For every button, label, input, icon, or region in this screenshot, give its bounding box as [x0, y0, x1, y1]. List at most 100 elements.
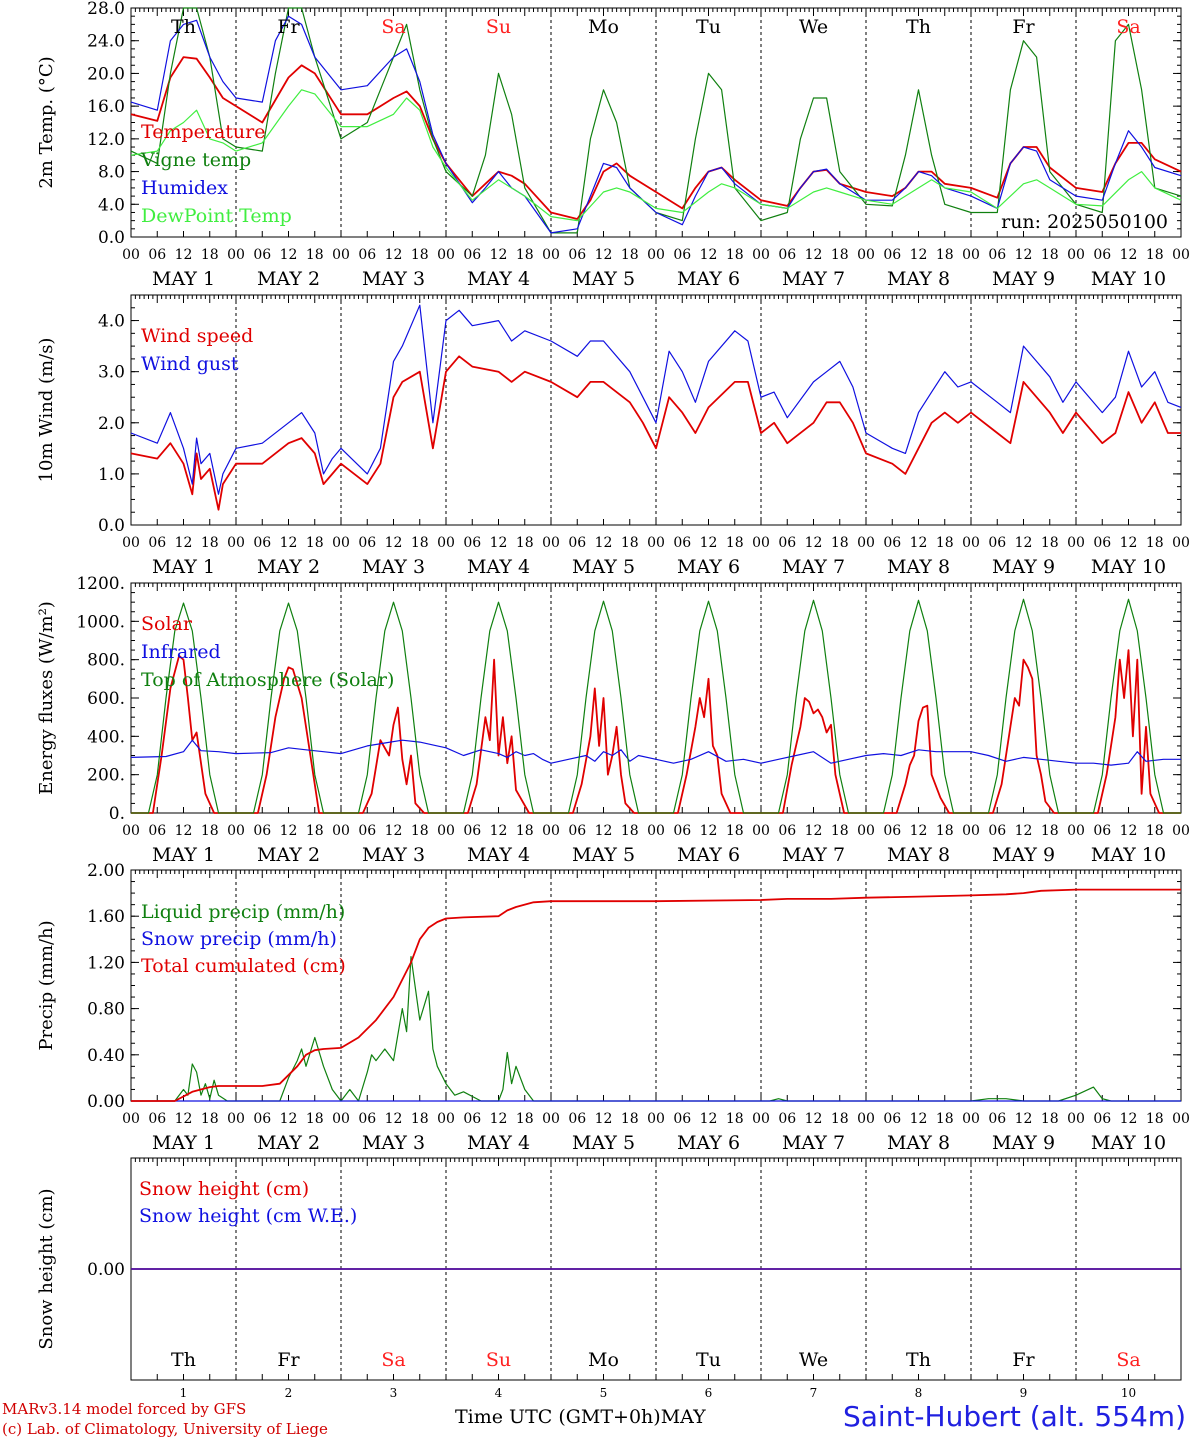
panel-4-hour-label: 18	[516, 1111, 534, 1127]
panel-4-hour-label: 12	[280, 1111, 298, 1127]
panel-5-day-of-week: Sa	[381, 1349, 405, 1371]
panel-1-hour-label: 00	[437, 247, 455, 263]
panel-2-hour-label: 06	[1093, 535, 1111, 551]
panel-5-day-of-week: Tu	[696, 1349, 721, 1371]
panel-1-day-of-week: Th	[171, 16, 196, 38]
panel-1-hour-label: 06	[778, 247, 796, 263]
panel-5-legend-entry: Snow height (cm W.E.)	[139, 1205, 357, 1227]
panel-2-hour-label: 12	[280, 535, 298, 551]
panel-1-hour-label: 12	[490, 247, 508, 263]
panel-1-y-axis-title: 2m Temp. (°C)	[36, 56, 57, 188]
panel-2-date-label: MAY 5	[572, 556, 635, 578]
panel-4-hour-label: 00	[857, 1111, 875, 1127]
panel-4-y-axis-title: Precip (mm/h)	[36, 920, 57, 1050]
panel-1-hour-label: 18	[516, 247, 534, 263]
panel-3-hour-label: 18	[621, 823, 639, 839]
panel-2-hour-label: 06	[253, 535, 271, 551]
panel-4-legend-entry: Total cumulated (cm)	[141, 955, 346, 977]
panel-4-y-tick-label: 0.40	[87, 1046, 125, 1066]
panel-2-hour-label: 00	[332, 535, 350, 551]
panel-1-y-tick-label: 12.0	[87, 130, 125, 150]
panel-4-hour-label: 12	[805, 1111, 823, 1127]
panel-2-hour-label: 18	[1146, 535, 1164, 551]
panel-1-hour-label: 06	[253, 247, 271, 263]
panel-3-hour-label: 18	[516, 823, 534, 839]
panel-1-hour-label: 12	[595, 247, 613, 263]
panel-3-hour-label: 18	[726, 823, 744, 839]
panel-3-y-tick-label: 0.	[109, 804, 125, 824]
panel-1-legend-entry: Temperature	[141, 121, 265, 143]
panel-1-date-label: MAY 7	[782, 268, 845, 290]
panel-1-hour-label: 06	[883, 247, 901, 263]
panel-1-day-of-week: Tu	[696, 16, 721, 38]
panel-1-date-label: MAY 8	[887, 268, 950, 290]
panel-2-hour-label: 00	[542, 535, 560, 551]
panel-2-hour-label: 18	[621, 535, 639, 551]
panel-1-y-tick-label: 20.0	[87, 64, 125, 84]
panel-3-date-label: MAY 1	[152, 844, 215, 866]
panel-1-hour-label: 12	[1015, 247, 1033, 263]
panel-3-hour-label: 00	[1067, 823, 1085, 839]
panel-1-hour-label: 06	[463, 247, 481, 263]
panel-3-hour-label: 00	[227, 823, 245, 839]
panel-3-hour-label: 06	[988, 823, 1006, 839]
panel-3-hour-label: 12	[805, 823, 823, 839]
panel-1-day-of-week: We	[799, 16, 828, 38]
panel-4-hour-label: 06	[463, 1111, 481, 1127]
panel-4-hour-label: 00	[227, 1111, 245, 1127]
panel-2-date-label: MAY 3	[362, 556, 425, 578]
panel-4-date-label: MAY 5	[572, 1132, 635, 1154]
panel-1-hour-label: 18	[201, 247, 219, 263]
panel-2-y-tick-label: 2.0	[98, 414, 125, 434]
panel-2-series-wind-speed	[130, 355, 1181, 511]
panel-3-legend-entry: Top of Atmosphere (Solar)	[141, 669, 394, 691]
panel-3-hour-label: 06	[148, 823, 166, 839]
panel-3-hour-label: 06	[463, 823, 481, 839]
panel-3-hour-label: 00	[437, 823, 455, 839]
panel-4-hour-label: 00	[1067, 1111, 1085, 1127]
panel-1-date-label: MAY 2	[257, 268, 320, 290]
panel-4-date-label: MAY 8	[887, 1132, 950, 1154]
panel-4-hour-label: 06	[253, 1111, 271, 1127]
panel-2-date-label: MAY 8	[887, 556, 950, 578]
panel-3-y-tick-label: 1000.	[76, 612, 125, 632]
panel-2-hour-label: 12	[910, 535, 928, 551]
panel-5-day-of-week: Fr	[277, 1349, 300, 1371]
panel-4-hour-label: 18	[936, 1111, 954, 1127]
panel-3-y-tick-label: 800.	[87, 651, 125, 671]
panel-3-hour-label: 06	[778, 823, 796, 839]
panel-3-date-label: MAY 7	[782, 844, 845, 866]
panel-2-hour-label: 00	[227, 535, 245, 551]
panel-4-date-label: MAY 9	[992, 1132, 1055, 1154]
panel-3-y-axis-title: Energy fluxes (W/m²)	[36, 601, 57, 795]
panel-1-hour-label: 00	[1067, 247, 1085, 263]
panel-4-hour-label: 18	[831, 1111, 849, 1127]
panel-3-date-label: MAY 2	[257, 844, 320, 866]
panel-4-legend-entry: Liquid precip (mm/h)	[141, 901, 345, 923]
panel-2-hour-label: 18	[411, 535, 429, 551]
panel-3-hour-label: 12	[910, 823, 928, 839]
panel-2-hour-label: 00	[752, 535, 770, 551]
panel-2-date-label: MAY 1	[152, 556, 215, 578]
panel-1-hour-label: 06	[673, 247, 691, 263]
panel-3-hour-label: 12	[385, 823, 403, 839]
panel-4-hour-label: 06	[568, 1111, 586, 1127]
panel-2-hour-label: 12	[490, 535, 508, 551]
panel-1-hour-label: 06	[148, 247, 166, 263]
panel-2-date-label: MAY 10	[1091, 556, 1166, 578]
panel-3-hour-label: 12	[1015, 823, 1033, 839]
panel-3-y-tick-label: 1200.	[76, 574, 125, 594]
panel-1-hour-label: 12	[1120, 247, 1138, 263]
panel-1-hour-label: 18	[726, 247, 744, 263]
panel-2-hour-label: 06	[463, 535, 481, 551]
panel-1-date-label: MAY 10	[1091, 268, 1166, 290]
panel-2-hour-label: 18	[1041, 535, 1059, 551]
panel-3-date-label: MAY 6	[677, 844, 740, 866]
panel-3-legend-entry: Solar	[141, 613, 193, 635]
panel-4-date-label: MAY 2	[257, 1132, 320, 1154]
panel-5-day-number: 6	[705, 1386, 713, 1400]
panel-4-date-label: MAY 7	[782, 1132, 845, 1154]
panel-3-hour-label: 18	[936, 823, 954, 839]
panel-4-y-tick-label: 1.20	[87, 953, 125, 973]
panel-2-hour-label: 18	[726, 535, 744, 551]
